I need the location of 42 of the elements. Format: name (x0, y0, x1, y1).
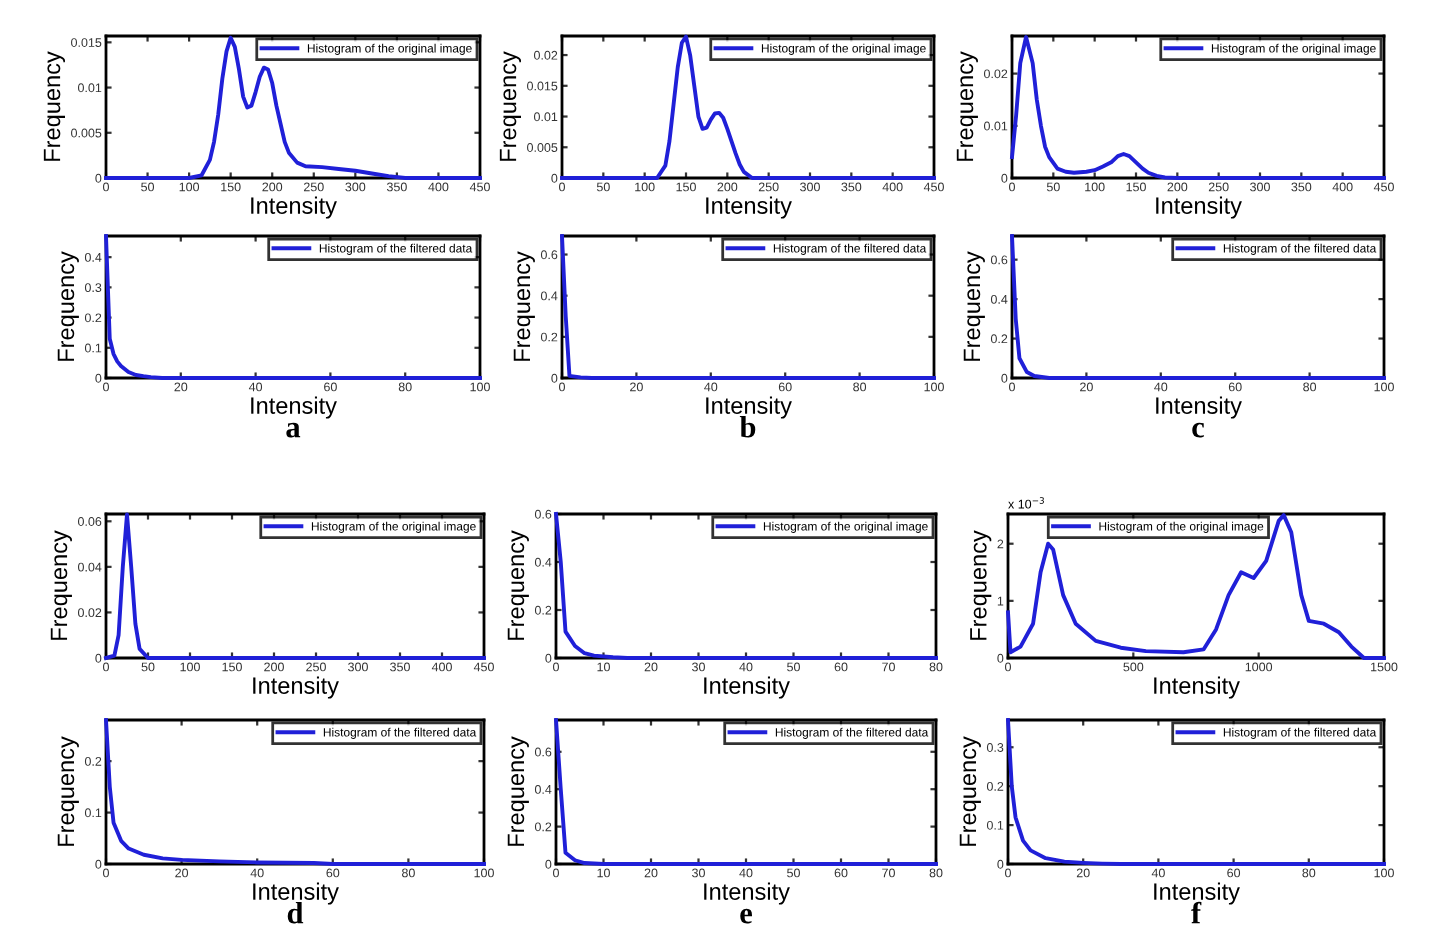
y-axis-title: Frequency (57, 736, 79, 846)
line-series (1010, 234, 1386, 380)
x-axis-title: Intensity (1156, 196, 1242, 219)
line-series (104, 718, 486, 866)
line-series (560, 34, 936, 180)
x-axis-title: Intensity (253, 882, 339, 905)
line-series (1006, 513, 1386, 660)
text: c (1192, 422, 1205, 438)
y-axis-title: Frequency (963, 251, 985, 361)
x-axis-title: Intensity (706, 196, 792, 219)
y-axis-title: Frequency (959, 736, 981, 846)
y-axis-title: Frequency (499, 51, 521, 161)
y-axis-title: Frequency (50, 530, 72, 640)
x-axis-title: Intensity (1154, 882, 1240, 905)
x-axis-title: Intensity (251, 196, 337, 219)
x-axis-title: Intensity (1154, 676, 1240, 699)
x-axis-title: Intensity (706, 396, 792, 419)
text: f (1191, 901, 1202, 924)
text: d (287, 902, 304, 924)
line-series (554, 512, 938, 660)
y-axis-title: Frequency (956, 51, 978, 161)
text: e (740, 908, 752, 924)
y-axis-title: Frequency (507, 530, 529, 640)
x-axis-title: Intensity (704, 882, 790, 905)
line-series (104, 512, 486, 660)
line-series (1006, 718, 1386, 866)
line-series (560, 234, 936, 380)
line-series (554, 718, 938, 866)
y-axis-title: Frequency (970, 530, 992, 640)
y-axis-title: Frequency (513, 251, 535, 361)
y-axis-title: Frequency (507, 736, 529, 846)
x-axis-title: Intensity (253, 676, 339, 699)
line-series (104, 35, 482, 180)
x-axis-title: Intensity (704, 676, 790, 699)
x-axis-title: Intensity (251, 396, 337, 419)
line-series (1010, 35, 1386, 180)
line-series (104, 234, 482, 380)
x-axis-title: Intensity (1156, 396, 1242, 419)
y-axis-title: Frequency (57, 251, 79, 361)
text: a (286, 422, 301, 438)
y-axis-title: Frequency (43, 51, 65, 161)
text: b (739, 416, 756, 438)
